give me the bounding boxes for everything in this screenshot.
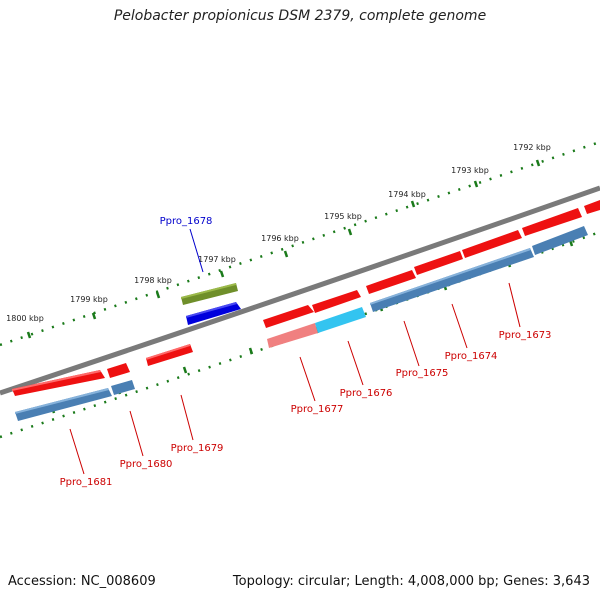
- upper-ruler: 1792 kbp 1793 kbp 1794 kbp 1795 kbp 1796…: [0, 140, 600, 347]
- gene-steel-ppro-1680[interactable]: [111, 380, 135, 395]
- gene-red-ppro-1679[interactable]: [146, 344, 193, 366]
- ruler-label-1794: 1794 kbp: [388, 190, 426, 199]
- label-ppro-1679[interactable]: Ppro_1679: [171, 443, 224, 454]
- label-ppro-1681[interactable]: Ppro_1681: [60, 477, 113, 488]
- gene-red-ppro-1680[interactable]: [107, 363, 130, 378]
- ruler-label-1793: 1793 kbp: [451, 166, 489, 175]
- leader-line-ppro-1674: [451, 303, 468, 349]
- leader-line-ppro-1677: [299, 356, 316, 402]
- gene-pink-ppro-1677[interactable]: [267, 323, 318, 348]
- gene-red-edge[interactable]: [584, 200, 600, 214]
- leader-line-ppro-1675: [403, 320, 420, 367]
- label-ppro-1675[interactable]: Ppro_1675: [396, 368, 449, 379]
- leader-line-ppro-1673: [508, 282, 521, 328]
- gene-steel-ppro-1673[interactable]: [532, 226, 588, 255]
- ruler-label-1797: 1797 kbp: [198, 255, 236, 264]
- ruler-label-1795: 1795 kbp: [324, 212, 362, 221]
- accession-text: Accession: NC_008609: [8, 574, 156, 589]
- ruler-label-1792: 1792 kbp: [513, 143, 551, 152]
- label-ppro-1678[interactable]: Ppro_1678: [160, 216, 213, 227]
- gene-red-ppro-1675[interactable]: [366, 270, 416, 294]
- leader-line-ppro-1681: [69, 428, 85, 475]
- label-ppro-1680[interactable]: Ppro_1680: [120, 459, 173, 470]
- genome-summary-text: Topology: circular; Length: 4,008,000 bp…: [232, 574, 590, 589]
- ruler-label-1799: 1799 kbp: [70, 295, 108, 304]
- leader-line-ppro-1678: [189, 228, 204, 273]
- label-ppro-1674[interactable]: Ppro_1674: [445, 351, 498, 362]
- gene-blue-ppro-1678-rev[interactable]: [186, 302, 241, 325]
- gene-red-ppro-1677[interactable]: [263, 305, 314, 328]
- gene-cyan-ppro-1676[interactable]: [315, 307, 366, 333]
- gene-steel-ppro-1675[interactable]: [370, 248, 534, 312]
- gene-red-ppro-1674[interactable]: [414, 251, 463, 275]
- ruler-label-1796: 1796 kbp: [261, 234, 299, 243]
- gene-red-ppro-1681[interactable]: [12, 370, 105, 396]
- genome-title: Pelobacter propionicus DSM 2379, complet…: [113, 8, 487, 24]
- label-ppro-1673[interactable]: Ppro_1673: [499, 330, 552, 341]
- gene-red-ppro-1673[interactable]: [522, 208, 582, 236]
- ruler-label-1800: 1800 kbp: [6, 314, 44, 323]
- label-ppro-1676[interactable]: Ppro_1676: [340, 388, 393, 399]
- ruler-label-1798: 1798 kbp: [134, 276, 172, 285]
- gene-red-ppro-1674b[interactable]: [462, 230, 522, 258]
- leader-line-ppro-1679: [180, 394, 194, 441]
- upper-ruler-ticks: [26, 159, 541, 339]
- gene-red-ppro-1676[interactable]: [312, 290, 361, 313]
- gene-olive-ppro-1678[interactable]: [181, 283, 238, 305]
- genome-backbone: [0, 185, 600, 396]
- gene-steel-ppro-1681[interactable]: [15, 388, 112, 421]
- leader-line-ppro-1680: [129, 410, 144, 457]
- leader-line-ppro-1676: [347, 340, 364, 386]
- label-ppro-1677[interactable]: Ppro_1677: [291, 404, 344, 415]
